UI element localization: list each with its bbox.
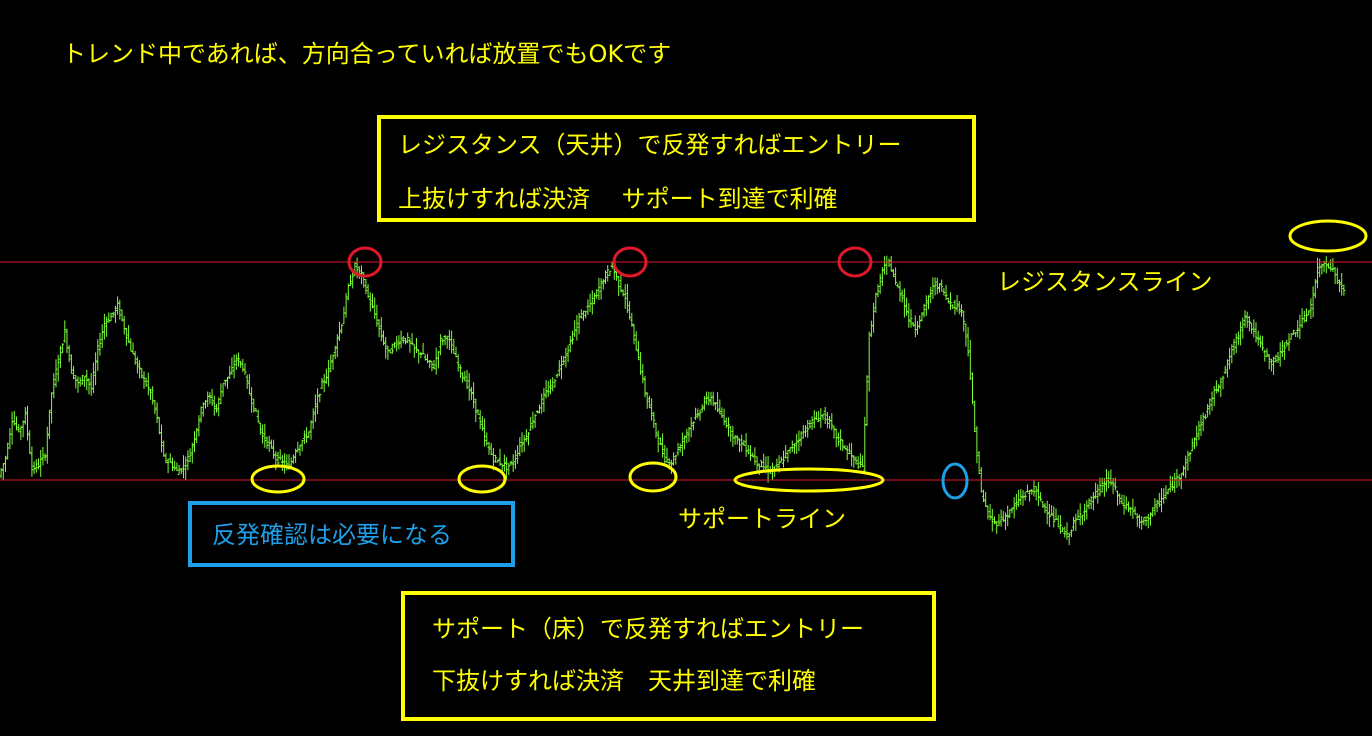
resistance-touch-marker-1 bbox=[347, 246, 383, 278]
confirmation-note-text: 反発確認は必要になる bbox=[212, 521, 452, 549]
breakout-marker bbox=[1288, 219, 1368, 253]
support-touch-marker-1 bbox=[250, 464, 306, 494]
resistance-touch-marker-3 bbox=[837, 246, 873, 278]
support-line-label: サポートライン bbox=[678, 505, 846, 533]
confirmation-note-box: 反発確認は必要になる bbox=[188, 501, 515, 567]
support-strategy-line2: 下抜けすれば決済 天井到達で利確 bbox=[432, 667, 816, 695]
resistance-strategy-line1: レジスタンス（天井）で反発すればエントリー bbox=[398, 131, 902, 159]
breakdown-marker bbox=[941, 462, 969, 500]
touch-markers bbox=[250, 219, 1368, 500]
resistance-line-label: レジスタンスライン bbox=[997, 268, 1213, 296]
price-candles bbox=[0, 255, 1346, 546]
support-touch-marker-2 bbox=[457, 464, 507, 494]
support-strategy-line1: サポート（床）で反発すればエントリー bbox=[432, 615, 864, 643]
headline: トレンド中であれば、方向合っていれば放置でもOKです bbox=[62, 40, 672, 68]
resistance-strategy-box: レジスタンス（天井）で反発すればエントリー 上抜けすれば決済 サポート到達で利確 bbox=[377, 115, 976, 222]
resistance-touch-marker-2 bbox=[612, 246, 648, 278]
support-touch-marker-3 bbox=[628, 461, 678, 493]
support-touch-marker-4 bbox=[733, 467, 885, 493]
resistance-strategy-line2: 上抜けすれば決済 サポート到達で利確 bbox=[398, 185, 838, 213]
support-strategy-box: サポート（床）で反発すればエントリー 下抜けすれば決済 天井到達で利確 bbox=[401, 591, 936, 721]
